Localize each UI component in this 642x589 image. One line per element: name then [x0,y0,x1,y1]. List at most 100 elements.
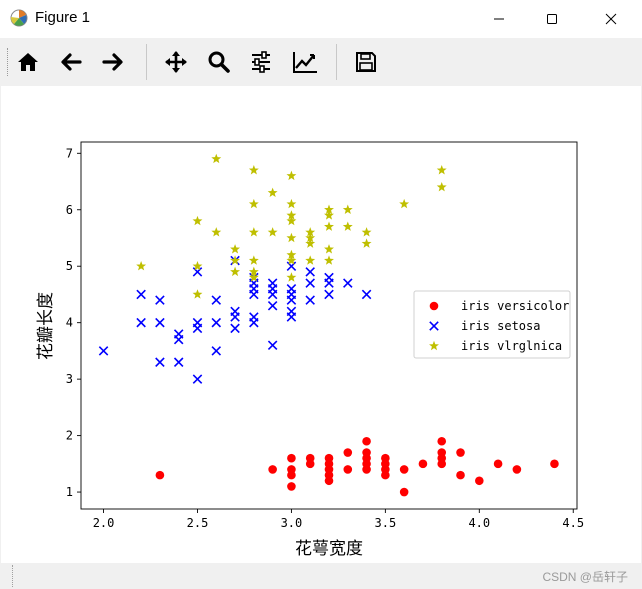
configure-subplots-icon [252,51,270,73]
close-button[interactable] [588,0,634,38]
legend: iris versicolor iris setosa iris vlrglnica [413,290,571,359]
watermark-text: CSDN @岳轩子 [542,570,628,584]
data-point-x [155,295,165,305]
edit-axis-icon [293,52,317,73]
save-icon [356,52,376,72]
data-point-circle [287,470,296,480]
data-point-star [286,249,297,260]
data-point-x [267,300,278,311]
data-point-star [136,261,147,271]
data-point-x [155,317,165,328]
pan-button[interactable] [160,46,192,78]
data-point-x [286,306,297,317]
configure-subplots-button[interactable] [245,46,277,78]
y-axis-label: 花瓣长度 [36,292,56,360]
series-0 [155,436,559,497]
data-points [98,153,559,497]
data-point-x [98,346,109,356]
y-tick-label: 6 [66,203,73,217]
window-title: Figure 1 [35,9,91,26]
legend-marker [429,301,439,311]
y-tick-label: 7 [66,146,73,160]
x-tick-label: 2.5 [187,516,209,530]
data-point-x [136,317,146,328]
data-point-x [324,272,334,283]
data-point-star [230,244,241,254]
data-point-x [343,278,353,288]
data-point-x [173,357,184,367]
data-point-star [286,255,297,265]
data-point-star [267,227,278,237]
toolbar-separator [336,44,337,80]
data-point-circle [437,436,447,446]
data-point-star [248,165,259,175]
status-bar: CSDN @岳轩子 [0,563,642,589]
data-point-star [324,221,334,231]
axis-ticks: 2.0 2.5 3.0 3.5 4.0 4.5 1 2 3 4 5 6 7 [66,146,584,530]
data-point-circle [399,465,409,474]
minimize-button[interactable] [476,0,522,38]
data-point-star [192,289,203,299]
save-button[interactable] [350,46,382,78]
data-point-star [286,170,297,181]
back-button[interactable] [55,46,87,78]
data-point-circle [287,482,296,491]
toolbar-separator [146,44,147,80]
data-point-x [192,374,203,384]
data-point-star [286,210,297,220]
navigation-toolbar [0,38,642,86]
data-point-x [192,317,203,328]
series-1 [98,255,372,384]
data-point-star [361,227,372,237]
data-point-circle [512,465,522,474]
data-point-star [192,261,203,271]
data-point-star [211,153,222,164]
data-point-star [286,198,297,209]
data-point-circle [324,453,334,463]
data-point-circle [362,448,371,457]
data-point-x [230,306,240,317]
minimize-icon [494,18,504,20]
y-tick-label: 1 [66,485,73,499]
data-point-x [155,357,165,367]
zoom-button[interactable] [203,46,235,78]
legend-label: iris versicolor [461,299,569,313]
data-point-circle [456,448,465,457]
data-point-star [324,244,334,254]
forward-arrow-icon [102,53,123,71]
legend-marker [429,321,439,331]
data-point-circle [343,465,353,474]
data-point-star [361,238,372,248]
data-point-circle [475,476,484,486]
x-tick-label: 2.0 [93,516,115,530]
status-grip [12,565,15,587]
data-point-circle [155,470,165,480]
x-tick-label: 3.0 [281,516,303,530]
y-tick-label: 5 [66,259,73,273]
maximize-icon [547,14,557,24]
data-point-x [211,295,222,305]
scatter-plot: 2.0 2.5 3.0 3.5 4.0 4.5 1 2 3 4 5 6 7 花萼宽度 花瓣长度 iris… [36,141,584,559]
maximize-button[interactable] [529,0,575,38]
data-point-circle [456,470,465,480]
data-point-star [305,255,316,265]
data-point-star [324,255,334,265]
home-icon [18,53,38,71]
data-point-x [267,340,278,351]
data-point-star [230,255,241,265]
x-tick-label: 4.5 [562,516,584,530]
figure-canvas[interactable]: 2.0 2.5 3.0 3.5 4.0 4.5 1 2 3 4 5 6 7 花萼宽度 花瓣长度 iris… [1,86,641,563]
home-button[interactable] [12,46,44,78]
y-tick-label: 2 [66,429,73,443]
data-point-circle [381,453,390,463]
data-point-star [248,266,259,277]
edit-axis-button[interactable] [289,46,321,78]
data-point-star [286,272,297,282]
data-point-x [305,278,315,288]
data-point-circle [399,487,409,497]
forward-button[interactable] [97,46,129,78]
data-point-x [286,261,297,271]
data-point-x [305,267,315,277]
data-point-x [230,323,240,334]
data-point-star [399,198,410,209]
